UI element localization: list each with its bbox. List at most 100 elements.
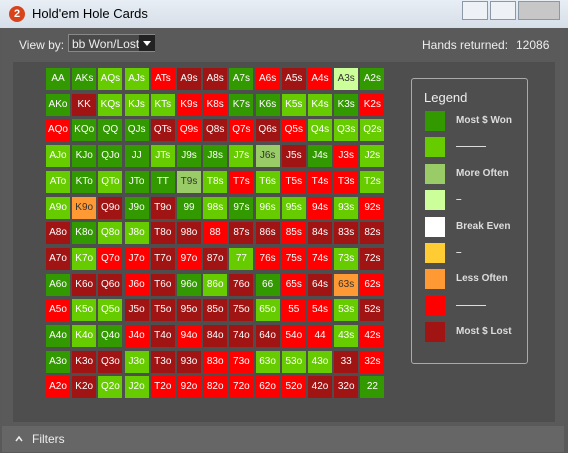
- hand-cell: Q8o: [98, 222, 123, 245]
- hand-cell: KTs: [150, 93, 175, 116]
- hand-cell: KQs: [98, 93, 123, 116]
- hand-cell: J8s: [203, 145, 228, 168]
- legend-swatch: [425, 216, 445, 237]
- hand-cell: Q9s: [177, 119, 201, 142]
- hand-cell: 54s: [308, 299, 332, 322]
- hand-cell: K3s: [334, 93, 359, 116]
- legend-swatch: [425, 137, 445, 158]
- hand-cell: QJs: [124, 119, 149, 142]
- legend-swatch: [425, 190, 445, 211]
- hand-cell: QQ: [98, 119, 123, 142]
- hand-cell: 86o: [203, 273, 228, 296]
- legend-swatch: [425, 295, 445, 316]
- hand-cell: 97o: [177, 247, 201, 270]
- hand-cell: Q7o: [98, 247, 123, 270]
- hand-cell: J4s: [308, 145, 332, 168]
- hand-cell: J7o: [124, 247, 149, 270]
- app-icon: 2: [9, 6, 25, 22]
- legend-title: Legend: [424, 90, 468, 105]
- hand-cell: 87s: [229, 222, 254, 245]
- hand-cell: K2o: [72, 376, 97, 399]
- hand-cell: K2s: [360, 93, 385, 116]
- hand-cell: KQo: [72, 119, 97, 142]
- hand-cell: JJ: [124, 145, 149, 168]
- hand-cell: K8s: [203, 93, 228, 116]
- hand-cell: K4o: [72, 325, 97, 347]
- hand-cell: T2o: [150, 376, 175, 399]
- hand-cell: K5o: [72, 299, 97, 322]
- hand-cell: A7s: [229, 68, 254, 90]
- hand-cell: A6s: [255, 68, 280, 90]
- hand-cell: AQo: [46, 119, 70, 142]
- hand-cell: AQs: [98, 68, 123, 90]
- hand-cell: 32s: [360, 350, 385, 373]
- hand-cell: 98o: [177, 222, 201, 245]
- hand-cell: 96s: [255, 196, 280, 219]
- hand-cell: AA: [46, 68, 70, 90]
- hand-cell: 43o: [308, 350, 332, 373]
- hand-cell: J2o: [124, 376, 149, 399]
- dropdown-arrow[interactable]: [139, 35, 155, 51]
- hand-cell: J4o: [124, 325, 149, 347]
- hand-cell: 93o: [177, 350, 201, 373]
- hand-cell: Q4s: [308, 119, 332, 142]
- hand-cell: 75s: [281, 247, 306, 270]
- hand-cell: 73s: [334, 247, 359, 270]
- hand-cell: A6o: [46, 273, 70, 296]
- hand-cell: 22: [360, 376, 385, 399]
- hand-cell: 75o: [229, 299, 254, 322]
- hand-cell: K4s: [308, 93, 332, 116]
- hand-cell: 93s: [334, 196, 359, 219]
- close-button[interactable]: [518, 1, 560, 20]
- view-by-select[interactable]: bb Won/Lost: [68, 34, 155, 52]
- hand-cell: K6s: [255, 93, 280, 116]
- hand-cell: T3s: [334, 170, 359, 193]
- minimize-button[interactable]: [462, 1, 488, 20]
- hand-cell: T3o: [150, 350, 175, 373]
- hand-cell: 32o: [334, 376, 359, 399]
- legend-label: –: [456, 247, 462, 258]
- hand-cell: K3o: [72, 350, 97, 373]
- hand-cell: A9s: [177, 68, 201, 90]
- hand-cell: 52o: [281, 376, 306, 399]
- hand-cell: 92s: [360, 196, 385, 219]
- hand-cell: 94s: [308, 196, 332, 219]
- hand-cell: AJs: [124, 68, 149, 90]
- hand-cell: K5s: [281, 93, 306, 116]
- hand-cell: A3o: [46, 350, 70, 373]
- hand-cell: 65o: [255, 299, 280, 322]
- hand-cell: J5o: [124, 299, 149, 322]
- legend-swatch: [425, 111, 445, 131]
- hand-cell: 62o: [255, 376, 280, 399]
- hand-cell: Q3s: [334, 119, 359, 142]
- expand-icon[interactable]: [14, 434, 24, 444]
- filters-toggle[interactable]: Filters: [32, 432, 65, 446]
- maximize-button[interactable]: [490, 1, 516, 20]
- hand-cell: 84s: [308, 222, 332, 245]
- hand-cell: Q6s: [255, 119, 280, 142]
- hand-cell: T5s: [281, 170, 306, 193]
- hand-cell: 99: [177, 196, 201, 219]
- hand-cell: 76o: [229, 273, 254, 296]
- hand-cell: T4s: [308, 170, 332, 193]
- hand-cell: 82o: [203, 376, 228, 399]
- hand-cell: 64s: [308, 273, 332, 296]
- view-by-label: View by:: [19, 38, 65, 52]
- hand-cell: T4o: [150, 325, 175, 347]
- hand-cell: 86s: [255, 222, 280, 245]
- hand-cell: 94o: [177, 325, 201, 347]
- legend-label: Most $ Won: [456, 115, 512, 126]
- hand-cell: J7s: [229, 145, 254, 168]
- hand-cell: K9s: [177, 93, 201, 116]
- hand-cell: 65s: [281, 273, 306, 296]
- hand-cell: 73o: [229, 350, 254, 373]
- hand-cell: 64o: [255, 325, 280, 347]
- hand-cell: A2o: [46, 376, 70, 399]
- hand-cell: 76s: [255, 247, 280, 270]
- hand-cell: J5s: [281, 145, 306, 168]
- hand-cell: Q8s: [203, 119, 228, 142]
- hand-cell: 92o: [177, 376, 201, 399]
- hand-cell: 85s: [281, 222, 306, 245]
- hand-cell: 42s: [360, 325, 385, 347]
